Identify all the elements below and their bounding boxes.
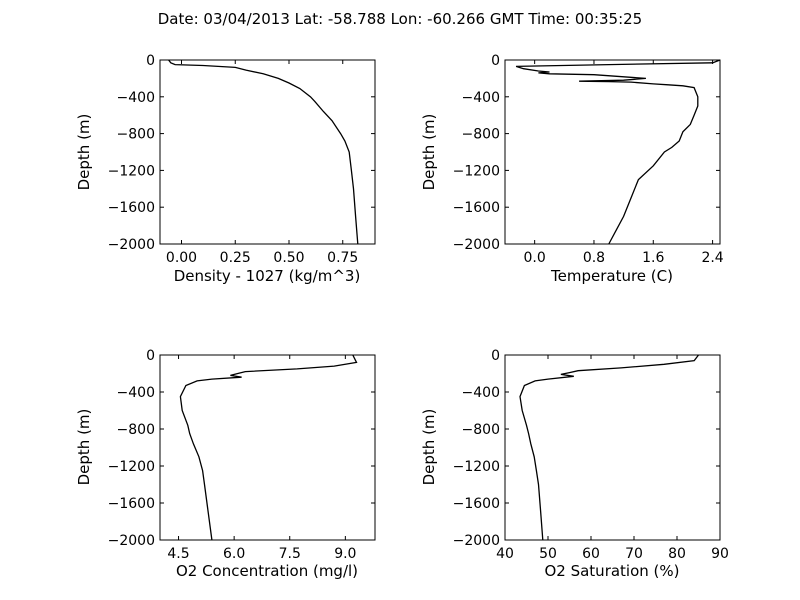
o2-saturation-ytick-label: −800: [462, 422, 500, 438]
o2-saturation-xtick-label: 80: [668, 546, 686, 562]
o2-saturation-xtick-label: 90: [711, 546, 729, 562]
density-xtick-label: 0.50: [273, 250, 304, 266]
density-ticks: 0.00 0.25 0.50 0.75 0 −400 −800 −1200 −1600 −2000: [108, 53, 375, 266]
o2-concentration-ytick-label: 0: [146, 348, 155, 364]
density-ytick-label: −1200: [108, 163, 155, 179]
temperature-xlabel: Temperature (C): [550, 267, 673, 285]
density-profile-line: [168, 59, 359, 245]
o2-saturation-profile-line: [519, 354, 700, 541]
o2-saturation-ytick-label: −400: [462, 385, 500, 401]
o2-concentration-profile-line: [179, 354, 358, 541]
temperature-xtick-label: 2.4: [701, 250, 723, 266]
o2-saturation-ytick-label: −2000: [453, 533, 500, 549]
density-ytick-label: −2000: [108, 237, 155, 253]
o2-concentration-ytick-label: −2000: [108, 533, 155, 549]
temperature-ytick-label: −400: [462, 90, 500, 106]
temperature-ylabel: Depth (m): [420, 114, 438, 191]
o2-concentration-xtick-label: 9.0: [334, 546, 356, 562]
density-ytick-label: −800: [117, 127, 155, 143]
density-axes-frame: [159, 59, 376, 245]
temperature-ticks: 0.0 0.8 1.6 2.4 0 −400 −800 −1200 −1600 −2000: [453, 53, 724, 266]
o2-saturation-xtick-label: 50: [539, 546, 557, 562]
o2-concentration-ytick-label: −1200: [108, 459, 155, 475]
o2-saturation-ticks: 40 50 60 70 80 90 0 −400 −800 −1200 −1600 −2000: [453, 348, 729, 562]
figure-title: Date: 03/04/2013 Lat: -58.788 Lon: -60.2…: [158, 10, 642, 28]
o2-saturation-ytick-label: −1200: [453, 459, 500, 475]
density-xtick-label: 0.75: [327, 250, 358, 266]
o2-saturation-ytick-label: −1600: [453, 496, 500, 512]
o2-saturation-xtick-label: 70: [625, 546, 643, 562]
o2-saturation-xlabel: O2 Saturation (%): [544, 562, 679, 580]
o2-saturation-ytick-label: 0: [491, 348, 500, 364]
o2-saturation-ylabel: Depth (m): [420, 409, 438, 486]
temperature-xtick-label: 1.6: [642, 250, 664, 266]
o2-concentration-xtick-label: 4.5: [167, 546, 189, 562]
o2-saturation-plot: 40 50 60 70 80 90 0 −400 −800 −1200 −1600 −2000 O2 …: [420, 348, 729, 580]
o2-concentration-ylabel: Depth (m): [75, 409, 93, 486]
o2-concentration-xlabel: O2 Concentration (mg/l): [176, 562, 358, 580]
density-xtick-label: 0.00: [166, 250, 197, 266]
o2-concentration-axes-frame: [159, 354, 376, 541]
temperature-ytick-label: −1200: [453, 163, 500, 179]
o2-saturation-xtick-label: 40: [496, 546, 514, 562]
temperature-ytick-label: −1600: [453, 200, 500, 216]
density-xlabel: Density - 1027 (kg/m^3): [174, 267, 361, 285]
temperature-ytick-label: −2000: [453, 237, 500, 253]
temperature-axes-frame: [504, 59, 721, 245]
o2-concentration-ytick-label: −400: [117, 385, 155, 401]
o2-concentration-xtick-label: 6.0: [223, 546, 245, 562]
o2-concentration-ticks: 4.5 6.0 7.5 9.0 0 −400 −800 −1200 −1600 −2000: [108, 348, 375, 562]
density-ylabel: Depth (m): [75, 114, 93, 191]
density-ytick-label: 0: [146, 53, 155, 69]
o2-saturation-xtick-label: 60: [582, 546, 600, 562]
temperature-ytick-label: −800: [462, 127, 500, 143]
temperature-ytick-label: 0: [491, 53, 500, 69]
o2-concentration-ytick-label: −800: [117, 422, 155, 438]
density-ytick-label: −1600: [108, 200, 155, 216]
density-plot: 0.00 0.25 0.50 0.75 0 −400 −800 −1200 −1600 −2000…: [75, 53, 376, 285]
temperature-xtick-label: 0.8: [583, 250, 605, 266]
temperature-xtick-label: 0.0: [524, 250, 546, 266]
o2-saturation-axes-frame: [504, 354, 721, 541]
temperature-profile-line: [515, 59, 721, 245]
o2-concentration-xtick-label: 7.5: [279, 546, 301, 562]
o2-concentration-ytick-label: −1600: [108, 496, 155, 512]
density-ytick-label: −400: [117, 90, 155, 106]
o2-concentration-plot: 4.5 6.0 7.5 9.0 0 −400 −800 −1200 −1600 −2000 O2 …: [75, 348, 376, 580]
density-xtick-label: 0.25: [220, 250, 251, 266]
temperature-plot: 0.0 0.8 1.6 2.4 0 −400 −800 −1200 −1600 −2000 Tem…: [420, 53, 724, 285]
